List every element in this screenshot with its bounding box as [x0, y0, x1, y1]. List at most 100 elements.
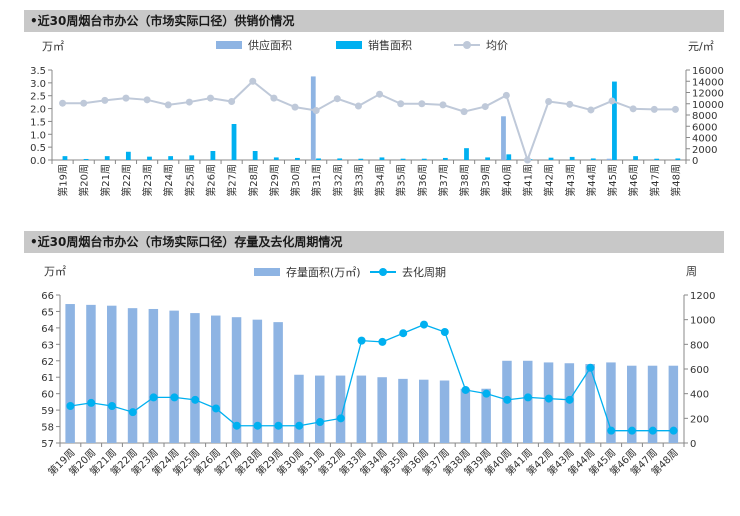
series-point [291, 103, 299, 111]
left-tick-label: 3.0 [30, 79, 46, 90]
bar-b [506, 154, 512, 160]
left-tick-label: 60 [41, 390, 54, 401]
series-point [566, 100, 574, 108]
legend-swatch [336, 41, 362, 49]
series-point [418, 100, 426, 108]
category-label: 第41周 [522, 164, 535, 197]
bar-a [627, 365, 637, 443]
right-tick-label: 4000 [692, 134, 717, 145]
category-label: 第30周 [289, 164, 302, 197]
bar-b [316, 158, 321, 160]
legend-swatch [254, 268, 280, 276]
series-point [482, 389, 491, 398]
left-tick-label: 1.0 [30, 130, 46, 141]
series-point [232, 421, 241, 430]
bar-a [107, 305, 117, 443]
series-point [143, 96, 151, 104]
series-point [648, 426, 657, 435]
left-unit-label: 万㎡ [42, 40, 64, 53]
left-tick-label: 2.0 [30, 105, 46, 116]
series-point [524, 156, 531, 164]
bar-b [210, 151, 216, 160]
series-point [66, 402, 75, 410]
category-label: 第35周 [395, 164, 408, 197]
series-point [316, 418, 324, 427]
bar-a [335, 375, 346, 443]
category-label: 第46周 [627, 164, 640, 197]
series-point [503, 395, 512, 404]
right-tick-label: 14000 [692, 77, 724, 88]
bar-b [337, 158, 343, 160]
legend-label: 均价 [486, 39, 508, 52]
series-point [312, 107, 320, 114]
inventory-absorption-chart: 57 58 59 60 61 62 63 64 65 66 0 200 400 600 800 1000 120… [41, 265, 715, 478]
right-tick-label: 1200 [690, 291, 715, 302]
bar-b [168, 156, 174, 160]
series-point [185, 98, 193, 106]
left-tick-label: 0.0 [30, 156, 46, 167]
left-tick-label: 65 [41, 307, 54, 318]
series-point [207, 94, 214, 102]
series-point [378, 337, 387, 346]
bar-a [647, 365, 658, 443]
bar-a [543, 362, 554, 443]
series-point [460, 108, 468, 116]
series-point [399, 329, 408, 338]
left-tick-label: 0.5 [30, 143, 46, 154]
legend-label: 去化周期 [402, 265, 446, 279]
series-point [608, 97, 616, 105]
legend-label: 销售面积 [368, 38, 412, 52]
category-label: 第33周 [352, 164, 365, 197]
right-tick-label: 2000 [692, 145, 717, 156]
series-point [108, 402, 116, 410]
category-label: 第37周 [437, 164, 450, 197]
bar-b [189, 155, 195, 160]
bar-b [464, 148, 469, 160]
bar-a [668, 365, 679, 443]
right-tick-label: 16000 [692, 66, 724, 77]
series-point [354, 102, 362, 110]
bar-a [439, 380, 450, 443]
left-tick-label: 61 [41, 373, 54, 384]
right-tick-label: 1000 [690, 316, 715, 327]
bar-a [398, 378, 408, 443]
bar-b [62, 156, 68, 160]
right-tick-label: 8000 [692, 111, 717, 122]
category-label: 第31周 [310, 164, 323, 197]
left-tick-label: 62 [41, 357, 54, 368]
bar-a [273, 322, 283, 443]
series-point [212, 404, 220, 413]
bar-a [169, 310, 179, 443]
series-point [333, 95, 341, 103]
bar-a [377, 377, 387, 443]
series-point [461, 385, 470, 394]
bar-a [460, 388, 471, 443]
bar-b [125, 151, 131, 160]
category-label: 第45周 [606, 164, 619, 197]
legend-marker [379, 268, 387, 276]
category-label: 第39周 [479, 164, 492, 197]
series-point [545, 98, 553, 105]
series-point [376, 90, 384, 98]
category-label: 第19周 [57, 164, 70, 197]
series-point [565, 395, 574, 404]
category-label: 第47周 [648, 164, 661, 197]
series-point [149, 393, 158, 402]
legend-marker [463, 41, 471, 49]
category-label: 第34周 [374, 164, 387, 197]
category-label: 第21周 [99, 164, 112, 197]
bar-a [606, 362, 616, 443]
left-tick-label: 1.5 [30, 117, 46, 128]
bar-b [104, 156, 110, 160]
bar-a [585, 364, 595, 443]
left-tick-label: 66 [41, 291, 54, 302]
bar-a [294, 374, 304, 443]
supply-sales-price-chart: 0.0 0.5 1.0 1.52.0 2.5 3.0 3.5 0200040006000800… [30, 38, 724, 197]
right-tick-label: 12000 [692, 89, 724, 100]
series-point [440, 328, 449, 336]
bar-b [295, 157, 300, 160]
series-point [128, 408, 137, 417]
series-point [191, 395, 200, 404]
series-point [524, 393, 532, 402]
chart1-title: •近30周烟台市办公（市场实际口径）供销价情况 [24, 10, 724, 32]
